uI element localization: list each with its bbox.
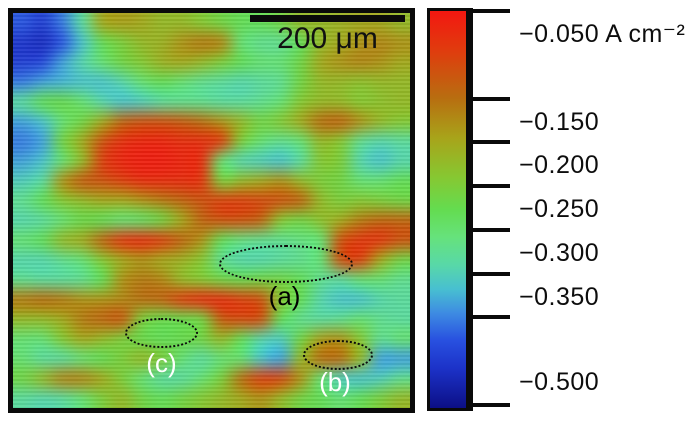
colorbar-tick-label: −0.200 bbox=[519, 151, 600, 180]
colorbar-gradient bbox=[427, 8, 469, 411]
annotation-ellipse-b bbox=[302, 340, 373, 371]
colorbar: −0.050 A cm⁻² −0.150 −0.200 −0.250 −0.300 −0.… bbox=[427, 8, 693, 413]
colorbar-tick-label: −0.350 bbox=[519, 282, 600, 311]
annotation-ellipse-a bbox=[218, 244, 353, 283]
colorbar-axis-line bbox=[469, 8, 473, 411]
colorbar-tick bbox=[469, 403, 510, 407]
colorbar-tick bbox=[469, 184, 510, 189]
scale-bar-label: 200 μm bbox=[277, 22, 378, 55]
colorbar-tick bbox=[469, 96, 510, 101]
colorbar-tick bbox=[469, 140, 510, 145]
colorbar-tick-label: −0.250 bbox=[519, 195, 600, 224]
colorbar-tick-label: −0.150 bbox=[519, 107, 600, 136]
colorbar-tick bbox=[469, 9, 510, 13]
annotation-label-b: (b) bbox=[319, 367, 351, 398]
colorbar-tick-label: −0.300 bbox=[519, 238, 600, 267]
colorbar-tick-label: −0.500 bbox=[519, 368, 600, 396]
scale-bar bbox=[250, 15, 405, 22]
annotation-label-a: (a) bbox=[268, 281, 301, 312]
heatmap-panel: 200 μm (a) (b) (c) bbox=[8, 8, 415, 413]
colorbar-tick bbox=[469, 315, 510, 320]
colorbar-tick bbox=[469, 271, 510, 276]
colorbar-tick-label: −0.050 A cm⁻² bbox=[519, 20, 686, 48]
annotation-ellipse-c bbox=[125, 318, 198, 349]
colorbar-tick bbox=[469, 227, 510, 232]
annotation-label-c: (c) bbox=[146, 347, 177, 378]
